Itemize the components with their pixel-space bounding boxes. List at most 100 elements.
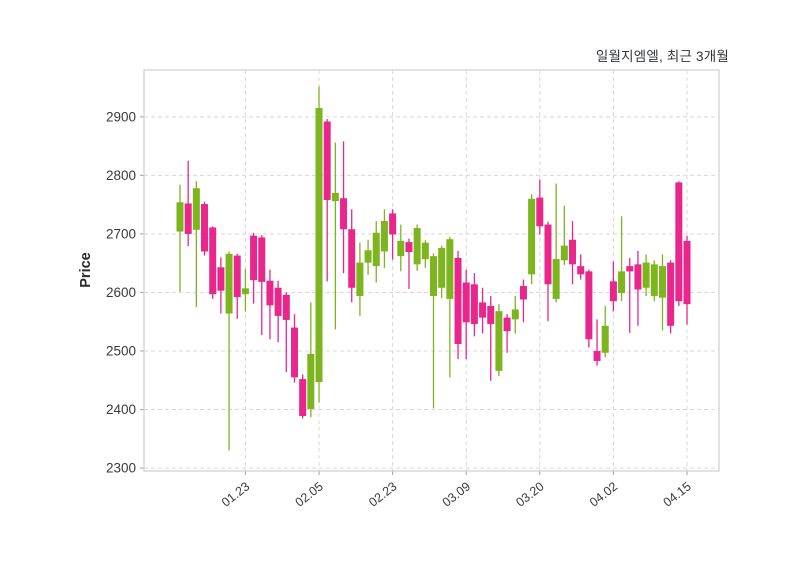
candle-body (184, 203, 192, 234)
candle-down (282, 292, 290, 373)
candle-down (667, 260, 675, 334)
x-tick-label: 02.05 (293, 479, 326, 509)
candle-body (340, 198, 348, 230)
y-tick-label: 2800 (106, 168, 136, 183)
candle-body (438, 247, 446, 288)
candle-down (233, 253, 241, 319)
candle-body (675, 182, 683, 302)
chart-title: 일월지엠엘, 최근 3개월 (595, 49, 729, 64)
x-tick-label: 03.09 (440, 479, 473, 509)
candle-body (364, 250, 372, 263)
candle-body (470, 284, 478, 325)
candle-down (250, 232, 258, 304)
candle-body (397, 240, 405, 257)
candle-down (266, 269, 274, 340)
candle-down (536, 179, 544, 235)
candle-body (634, 264, 642, 290)
candle-body (176, 202, 184, 232)
candle-down (577, 254, 585, 280)
candle-up (642, 254, 650, 296)
candle-body (585, 271, 593, 340)
axis-ticks-and-labels: 2300 2400 2500 2600 2700 2800 2900 01.23 02.05 02… (106, 109, 694, 509)
candle-body (348, 229, 356, 288)
y-tick-label: 2900 (106, 109, 136, 124)
candle-up (446, 236, 454, 378)
candle-body (544, 224, 552, 285)
candle-body (192, 188, 200, 230)
candle-body (421, 242, 429, 260)
candle-down (479, 287, 487, 334)
candle-down (544, 221, 552, 322)
candle-body (503, 317, 511, 332)
candle-down (405, 238, 413, 289)
candle-body (618, 271, 626, 294)
candle-body (626, 266, 634, 272)
candle-body (225, 253, 233, 314)
candle-up (511, 295, 519, 334)
candle-up (192, 181, 200, 308)
candle-body (569, 239, 577, 265)
candle-body (519, 286, 527, 300)
candle-up (421, 240, 429, 268)
candle-body (250, 235, 258, 281)
candle-down (290, 314, 298, 383)
candle-down (201, 201, 209, 256)
candle-up (528, 194, 536, 285)
candle-body (307, 353, 315, 409)
candle-body (282, 294, 290, 320)
candle-down (258, 235, 266, 336)
candle-up (176, 184, 184, 292)
candle-up (225, 251, 233, 451)
x-tick-label: 03.20 (513, 479, 546, 509)
candle-body (601, 325, 609, 353)
candle-up (307, 302, 315, 418)
candle-body (683, 240, 691, 305)
candle-up (438, 245, 446, 299)
candle-body (658, 266, 666, 298)
candle-body (233, 255, 241, 298)
candle-up (601, 305, 609, 358)
candle-down (593, 319, 601, 366)
candle-down (609, 261, 617, 312)
plot-border (143, 69, 720, 472)
candle-body (413, 228, 421, 265)
x-tick-label: 04.15 (661, 479, 694, 509)
candle-down (209, 226, 217, 299)
candle-body (209, 227, 217, 295)
candle-up (650, 260, 658, 302)
candle-up (618, 216, 626, 302)
candle-body (552, 259, 560, 299)
candle-body (650, 264, 658, 296)
candle-down (626, 257, 634, 333)
candle-up (413, 224, 421, 271)
candle-body (241, 288, 249, 295)
candles (176, 86, 691, 451)
candle-body (323, 121, 331, 200)
candle-down (585, 269, 593, 348)
candle-up (372, 221, 380, 283)
candle-up (658, 254, 666, 331)
candle-body (462, 282, 470, 323)
candle-up (331, 142, 339, 330)
candle-down (299, 374, 307, 419)
candle-up (495, 304, 503, 377)
candle-body (389, 213, 397, 235)
candle-up (241, 269, 249, 312)
y-axis-label: Price (78, 252, 94, 287)
candle-down (217, 257, 225, 314)
y-tick-label: 2300 (106, 461, 136, 476)
candle-body (258, 237, 266, 282)
candle-up (364, 239, 372, 275)
candle-body (479, 302, 487, 318)
candle-body (430, 256, 437, 296)
candle-down (323, 119, 331, 282)
candle-down (389, 209, 397, 260)
candle-body (454, 257, 462, 344)
y-tick-label: 2700 (106, 226, 136, 241)
candle-down (348, 209, 356, 303)
candle-down (462, 269, 470, 360)
candle-body (331, 192, 339, 202)
candle-body (299, 379, 307, 416)
